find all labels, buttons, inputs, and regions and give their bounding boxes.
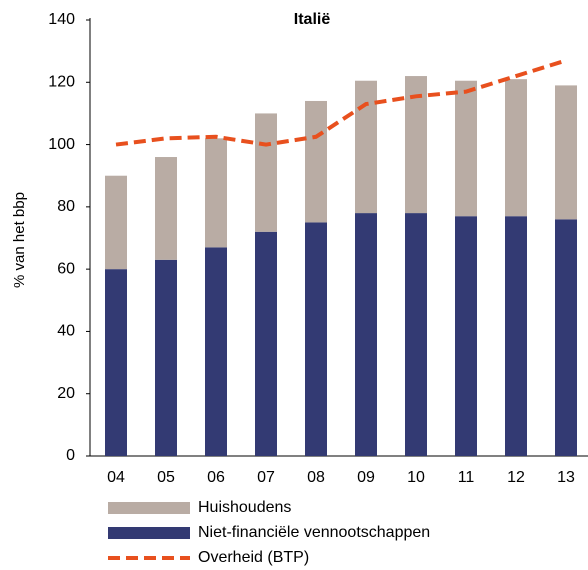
legend-swatch	[108, 527, 190, 539]
x-tick-label: 09	[357, 469, 375, 486]
bar	[455, 80, 477, 217]
y-tick-label: 40	[57, 323, 75, 340]
bar	[505, 79, 527, 217]
bar	[105, 175, 127, 270]
y-axis-label: % van het bbp	[11, 192, 28, 288]
chart-title: Italië	[294, 11, 331, 28]
bar	[355, 80, 377, 214]
bar	[205, 247, 227, 456]
bar	[305, 222, 327, 456]
x-tick-label: 13	[557, 469, 575, 486]
bar	[255, 113, 277, 232]
bar	[155, 157, 177, 260]
bar	[305, 100, 327, 223]
x-tick-label: 04	[107, 469, 125, 486]
y-tick-label: 100	[48, 136, 75, 153]
legend-label: Niet-financiële vennootschappen	[198, 524, 430, 541]
x-tick-label: 05	[157, 469, 175, 486]
y-tick-label: 60	[57, 260, 75, 277]
x-tick-label: 06	[207, 469, 225, 486]
bar	[405, 76, 427, 214]
y-tick-label: 120	[48, 74, 75, 91]
x-tick-label: 12	[507, 469, 525, 486]
legend-swatch	[108, 502, 190, 514]
legend-label: Huishoudens	[198, 499, 291, 516]
bar	[505, 216, 527, 456]
y-tick-label: 0	[66, 447, 75, 464]
x-tick-label: 08	[307, 469, 325, 486]
x-tick-label: 07	[257, 469, 275, 486]
y-tick-label: 80	[57, 198, 75, 215]
line	[115, 58, 567, 147]
y-tick-label: 140	[48, 11, 75, 28]
x-tick-label: 10	[407, 469, 425, 486]
bar	[155, 259, 177, 456]
legend-label: Overheid (BTP)	[198, 549, 309, 566]
bar	[455, 216, 477, 456]
x-tick-label: 11	[458, 469, 475, 486]
bar	[405, 213, 427, 456]
bar	[555, 85, 577, 220]
bar	[105, 269, 127, 456]
bar	[205, 138, 227, 248]
bar	[355, 213, 377, 456]
bar	[255, 231, 277, 456]
bar	[555, 219, 577, 456]
y-tick-label: 20	[57, 385, 75, 402]
